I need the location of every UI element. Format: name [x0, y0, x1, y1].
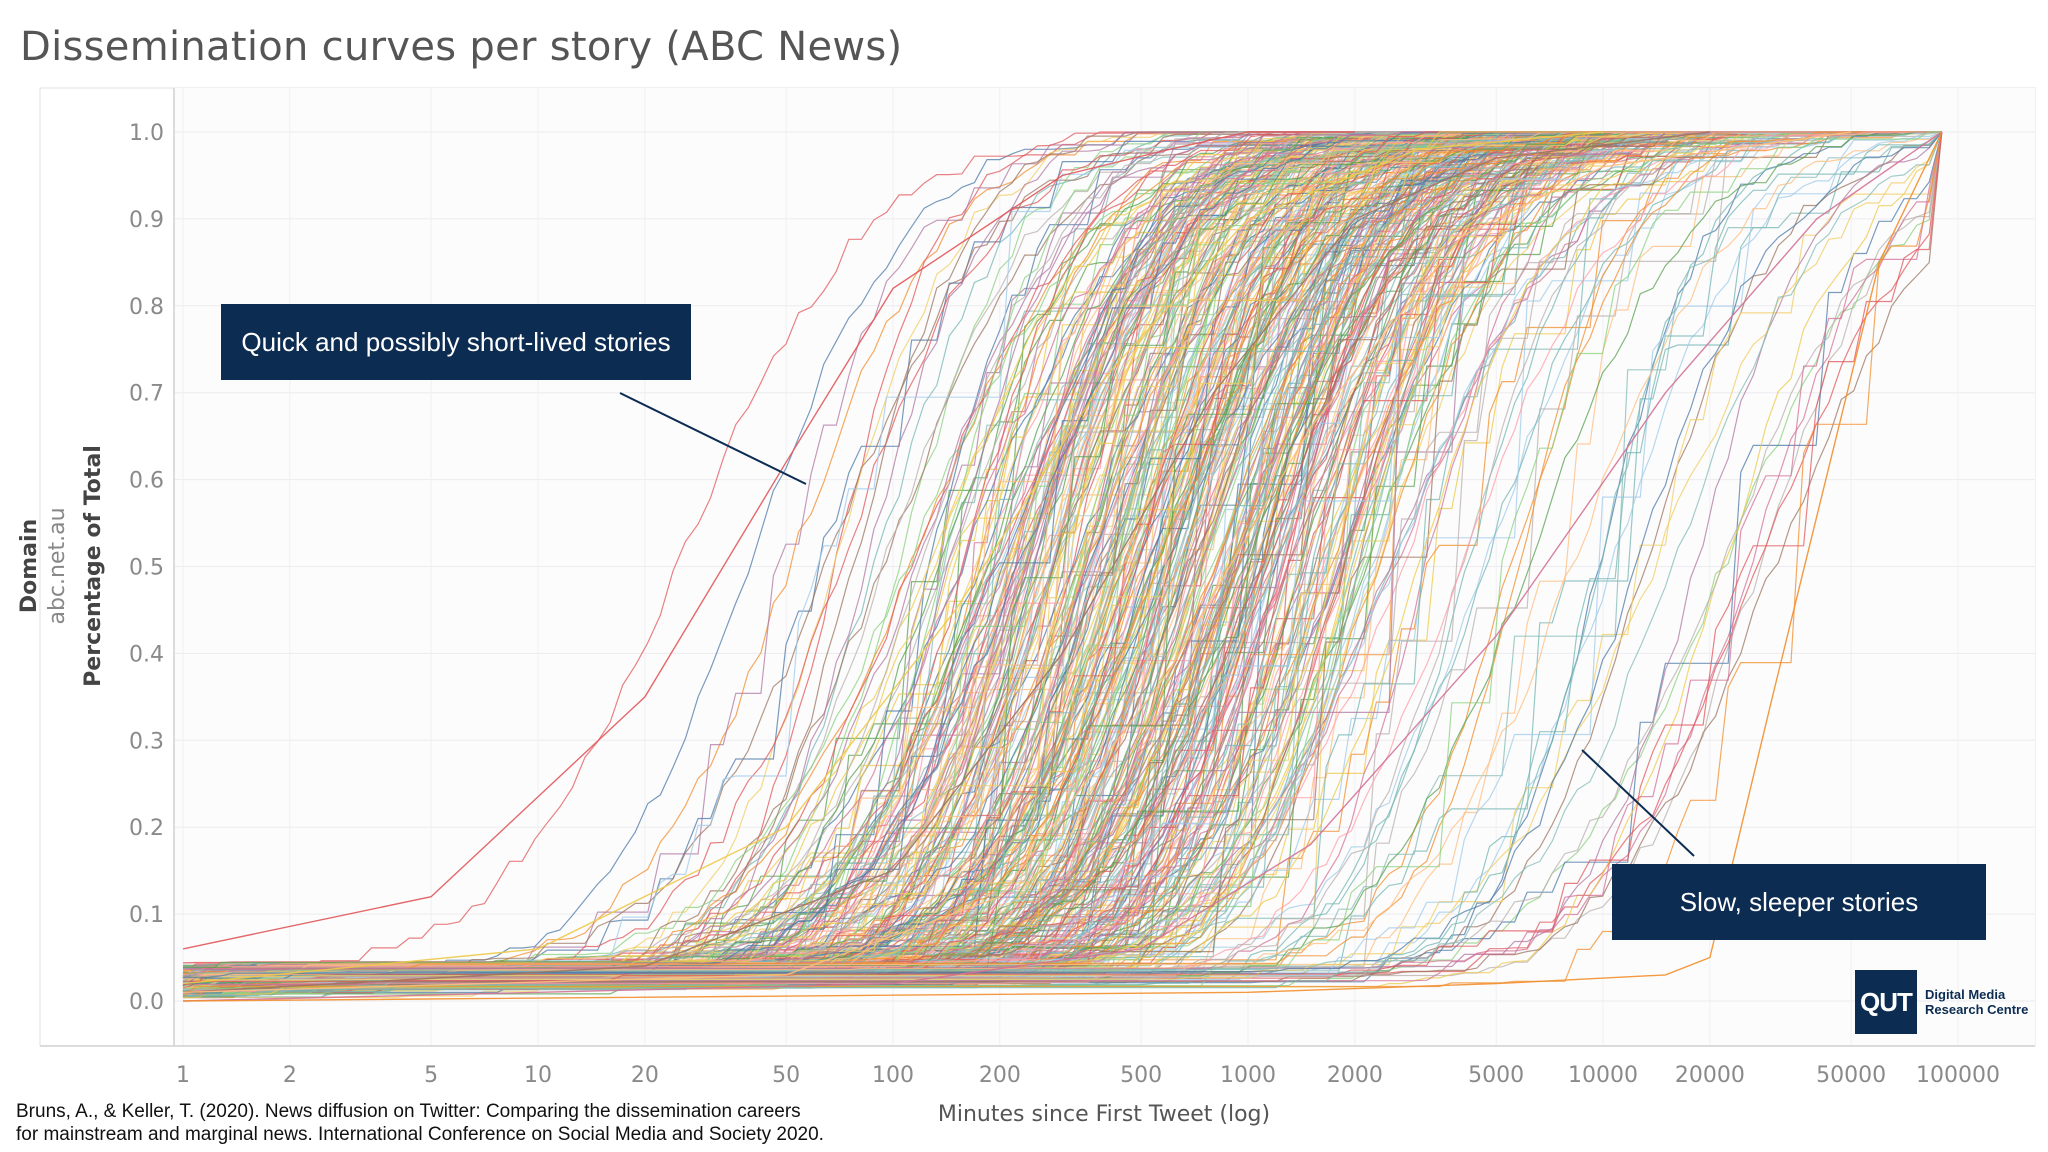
series-line — [182, 131, 1604, 985]
y-axis-header: Domain — [17, 519, 42, 613]
annotation-quick-text: Quick and possibly short-lived stories — [241, 326, 671, 357]
story-curve — [183, 131, 1942, 977]
x-tick-label: 10 — [524, 1063, 552, 1088]
series-line — [182, 131, 1943, 1002]
qut-logo-mark: QUT — [1855, 970, 1917, 1034]
y-tick-label: 0.1 — [129, 903, 164, 928]
y-tick-label: 0.6 — [129, 469, 164, 494]
y-tick-label: 1.0 — [129, 121, 164, 146]
y-tick-label: 0.9 — [129, 208, 164, 233]
story-curve — [182, 131, 1942, 975]
x-tick-label: 2000 — [1327, 1063, 1383, 1088]
curves-layer — [182, 131, 1943, 1002]
y-tick-label: 0.8 — [129, 295, 164, 320]
story-curve — [183, 131, 1943, 978]
callout-line-quick — [619, 392, 807, 485]
y-tick-label: 0.2 — [129, 816, 164, 841]
x-tick-labels: 1 2 5 10 20 50 100 200 500 1000 2000 5000 10000 20000… — [176, 1063, 2000, 1088]
x-tick-label: 1000 — [1220, 1063, 1276, 1088]
y-tick-label: 0.3 — [129, 729, 164, 754]
story-curve — [183, 131, 1943, 980]
x-tick-label: 2 — [283, 1063, 297, 1088]
annotation-slow-stories: Slow, sleeper stories — [1612, 864, 1986, 940]
x-tick-label: 100 — [872, 1063, 914, 1088]
y-tick-label: 0.4 — [129, 642, 164, 667]
series-line — [182, 131, 1355, 950]
y-tick-label: 0.0 — [129, 990, 164, 1015]
x-tick-label: 5000 — [1468, 1063, 1524, 1088]
x-tick-label: 500 — [1120, 1063, 1162, 1088]
x-tick-label: 200 — [979, 1063, 1021, 1088]
annotation-slow-text: Slow, sleeper stories — [1679, 886, 1919, 917]
y-tick-labels: 0.0 0.1 0.2 0.3 0.4 0.5 0.6 0.7 0.8 0.9 1.0 — [129, 121, 164, 1015]
chart-title: Dissemination curves per story (ABC News… — [20, 24, 903, 70]
citation: Bruns, A., & Keller, T. (2020). News dif… — [16, 1101, 824, 1145]
story-curve — [183, 131, 1943, 984]
y-axis-label: Percentage of Total — [81, 445, 106, 687]
story-curve — [183, 131, 1943, 989]
qut-logo: QUT Digital Media Research Centre — [1855, 970, 2030, 1034]
story-curve — [183, 131, 1943, 998]
qut-logo-text: Digital Media Research Centre — [1925, 987, 2029, 1017]
story-curve — [182, 131, 1943, 983]
y-axis-domain-value: abc.net.au — [45, 507, 70, 624]
y-axis-title-group: Domain abc.net.au Percentage of Total — [17, 445, 106, 687]
x-axis-label: Minutes since First Tweet (log) — [938, 1102, 1270, 1127]
story-curve — [183, 131, 1943, 982]
series-line — [182, 131, 1710, 993]
y-tick-label: 0.7 — [129, 382, 164, 407]
callout-line-slow — [1581, 749, 1695, 857]
x-tick-label: 50000 — [1816, 1063, 1886, 1088]
series-line — [182, 131, 1943, 1002]
x-tick-label: 20000 — [1675, 1063, 1745, 1088]
x-tick-label: 100000 — [1916, 1063, 2000, 1088]
annotation-quick-stories: Quick and possibly short-lived stories — [221, 304, 691, 380]
x-tick-label: 5 — [424, 1063, 438, 1088]
series-line — [182, 131, 1852, 993]
x-tick-label: 10000 — [1568, 1063, 1638, 1088]
x-tick-label: 1 — [176, 1063, 190, 1088]
y-tick-label: 0.5 — [129, 556, 164, 581]
x-tick-label: 50 — [772, 1063, 800, 1088]
x-tick-label: 20 — [631, 1063, 659, 1088]
